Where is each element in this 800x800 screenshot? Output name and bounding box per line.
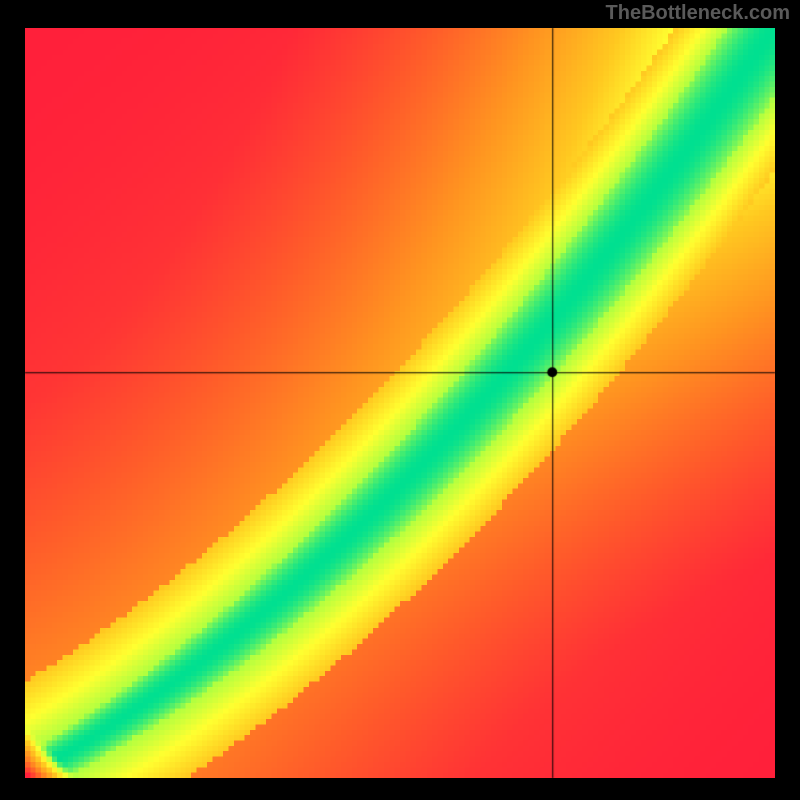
chart-container: TheBottleneck.com bbox=[0, 0, 800, 800]
watermark-text: TheBottleneck.com bbox=[606, 2, 790, 25]
bottleneck-heatmap bbox=[25, 28, 775, 778]
